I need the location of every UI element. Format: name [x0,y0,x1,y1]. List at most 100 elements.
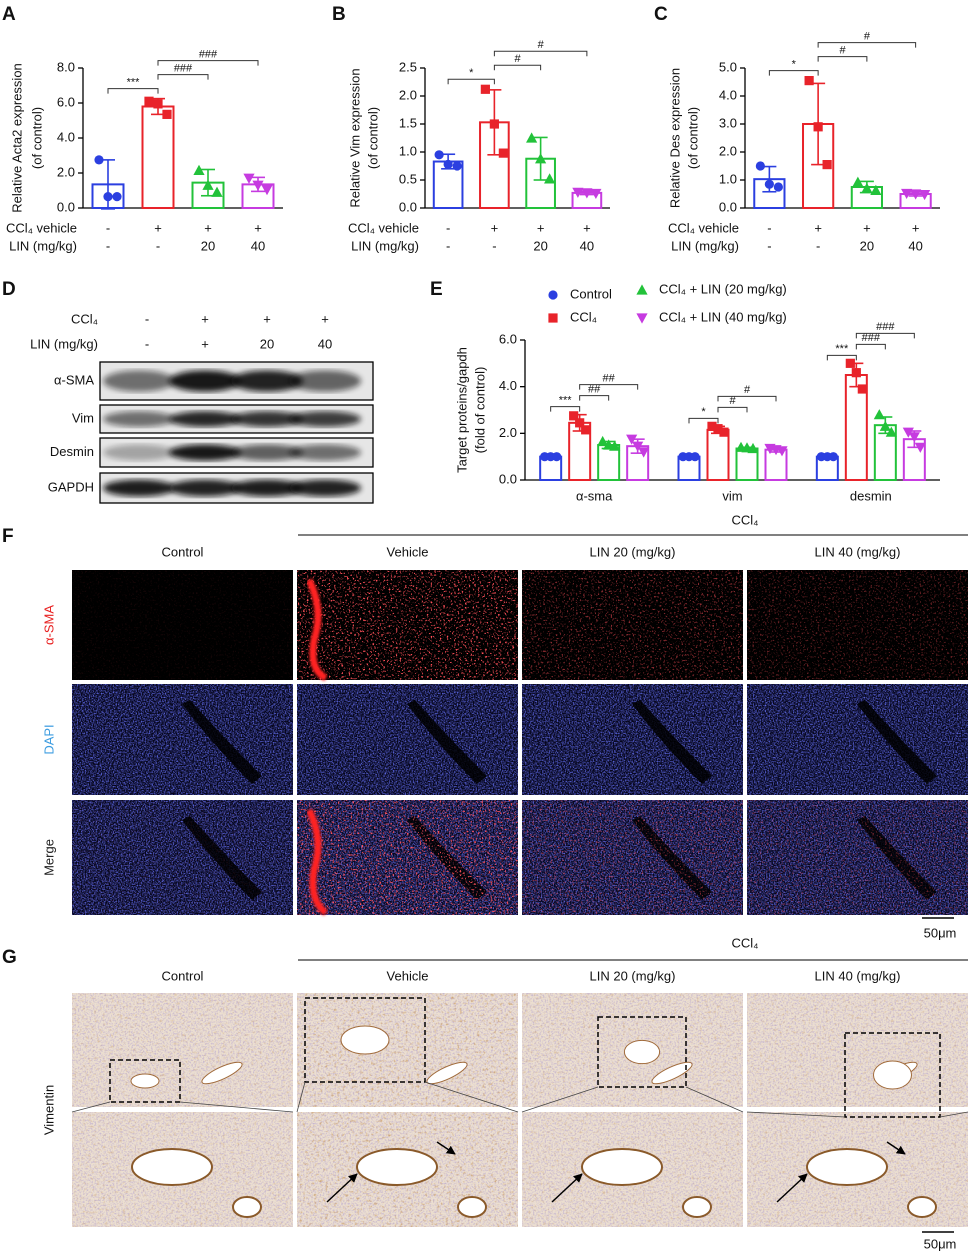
data-point [813,122,823,132]
data-point [914,442,926,453]
y-tick-label: 8.0 [57,59,75,74]
stain [747,993,968,1107]
x-table-cell: + [912,220,920,235]
bar [735,447,759,481]
legend-label: CCl₄ + LIN (20 mg/kg) [659,281,787,296]
blot-band [103,370,175,392]
significance-label: ### [862,332,881,344]
y-tick-label: 1.5 [399,115,417,130]
blot-label: Desmin [50,444,94,459]
scale-label: 50μm [924,925,957,940]
vessel [857,700,937,784]
y-tick-label: 1.0 [399,143,417,158]
significance-bracket [579,395,610,401]
stain [297,993,518,1107]
data-point [94,155,104,165]
x-table-cell: 20 [533,238,547,253]
data-point [910,189,922,200]
sma-signal [747,570,968,680]
blot-band [289,479,361,497]
row-label: Vimentin [41,1085,56,1135]
data-point [747,442,759,454]
significance-bracket [817,42,917,48]
vessel [356,1148,438,1186]
data-point [544,173,556,184]
blot-band [103,444,175,461]
data-point [252,180,264,191]
zoom-line [521,1086,599,1113]
y-axis-label: (of control) [365,107,380,169]
significance-label: *** [127,77,141,89]
y-axis-label: (of control) [29,107,44,169]
legend-label: CCl₄ + LIN (40 mg/kg) [659,309,787,324]
x-table-cell: 20 [201,238,215,253]
bar [141,105,175,209]
blot-header-cell: - [145,336,149,351]
x-table-cell: 40 [580,238,594,253]
x-table-label: CCl₄ vehicle [6,220,77,235]
y-axis-label: (of control) [685,107,700,169]
data-point [498,148,508,158]
blot-header-label: LIN (mg/kg) [30,336,98,351]
y-tick-label: 2.0 [57,164,75,179]
vessel [873,1060,912,1090]
arrow [436,1141,456,1155]
blot-band [289,411,361,427]
x-table-label: LIN (mg/kg) [671,238,739,253]
significance-bracket [157,74,209,80]
significance-bracket [447,78,495,85]
data-point [873,409,885,420]
significance-label: ### [174,63,193,75]
significance-bracket [493,64,542,71]
data-point [261,185,273,196]
data-point [480,84,490,94]
significance-label: *** [835,343,849,355]
row-label: DAPI [41,724,56,754]
fluorescence-image [747,570,968,680]
legend-label: Control [570,286,612,301]
group-label: CCl₄ [732,512,759,527]
zoom-box [597,1016,687,1088]
dapi-signal [297,684,518,795]
fluorescence-image [72,570,293,680]
x-table-cell: - [767,238,771,253]
significance-bracket [717,406,748,413]
legend-item: Control [548,286,612,301]
zoom-line [746,1111,846,1118]
fluorescence-image [72,800,293,915]
column-header: Control [162,968,204,983]
y-axis-label: Target proteins/gapdh [454,347,469,473]
arrow [326,1173,358,1203]
significance-label: # [729,395,736,407]
data-point [243,173,255,184]
blot-header-label: CCl₄ [71,311,98,326]
blot-header-cell: + [201,311,209,326]
data-point [211,186,223,197]
y-tick-label: 6.0 [499,331,517,346]
row-label: Merge [41,839,56,876]
x-table-cell: - [492,238,496,253]
zoom-box [844,1032,941,1118]
significance-bracket [107,88,159,94]
vessel [407,700,487,784]
dapi-signal [72,684,293,795]
blot-band [231,411,303,427]
fluorescence-image [297,800,518,916]
data-point [535,153,547,164]
significance-label: ## [603,373,616,385]
sma-signal [747,800,968,915]
panel-label: C [654,4,668,25]
vessel [182,700,262,784]
fluorescence-image [522,684,743,795]
y-tick-label: 1.0 [719,171,737,186]
x-table-cell: + [154,220,162,235]
data-point [901,188,913,200]
data-point [434,150,444,160]
column-header: LIN 20 (mg/kg) [590,544,676,559]
y-tick-label: 0.0 [499,471,517,486]
blot-band [231,370,303,392]
zoom-box [304,997,426,1083]
stain [72,993,293,1107]
blot-band [169,411,241,427]
blot-label: Vim [72,410,94,425]
